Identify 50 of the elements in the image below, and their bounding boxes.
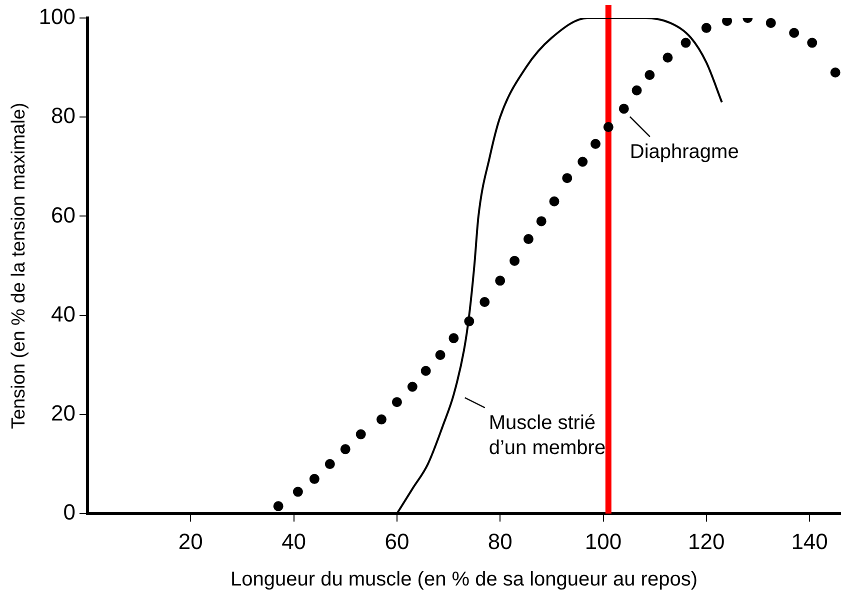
point: [356, 429, 366, 440]
point: [632, 85, 642, 96]
x-tick-label: 40: [282, 528, 306, 554]
point: [722, 18, 732, 26]
y-tick-label: 40: [51, 301, 76, 326]
y-tick-label: 60: [51, 202, 76, 228]
x-tick-label: 60: [384, 528, 410, 554]
point: [376, 414, 386, 424]
point: [510, 256, 520, 266]
point: [292, 486, 303, 497]
y-tick-label: 100: [38, 4, 76, 30]
point: [590, 138, 601, 149]
x-tick-label: 20: [178, 528, 203, 554]
point: [495, 276, 506, 286]
point: [536, 216, 546, 226]
point: [340, 444, 350, 454]
x-axis-title: Longueur du muscle (en % de sa longueur au repos): [230, 568, 698, 591]
point: [680, 38, 691, 48]
point: [549, 196, 560, 206]
point: [701, 22, 712, 33]
x-tick-label: 100: [584, 528, 622, 554]
point: [435, 350, 446, 360]
y-tick-label: 80: [51, 103, 76, 128]
point: [644, 70, 655, 80]
point: [603, 122, 614, 132]
point: [562, 173, 572, 184]
x-tick-label: 140: [791, 528, 828, 554]
point: [324, 459, 335, 470]
point: [578, 156, 588, 167]
x-tick-label: 120: [688, 528, 725, 554]
annotation: Diaphragme: [630, 141, 739, 164]
point: [448, 333, 459, 344]
y-tick-label: 0: [63, 500, 76, 525]
point: [480, 296, 490, 307]
y-axis-title: Tension (en % de la tension maximale): [8, 102, 30, 429]
point: [830, 68, 840, 78]
point: [273, 501, 284, 512]
point: [523, 234, 534, 244]
y-tick-label: 20: [51, 400, 76, 426]
point: [807, 38, 818, 48]
point: [662, 52, 673, 63]
point: [309, 474, 320, 484]
point: [407, 382, 418, 392]
annotation: Muscle strié d’un membre: [488, 412, 606, 460]
point: [789, 28, 800, 38]
point: [766, 18, 776, 28]
point: [420, 366, 431, 376]
x-tick-label: 80: [488, 528, 512, 554]
point: [618, 104, 629, 114]
point: [392, 397, 402, 408]
